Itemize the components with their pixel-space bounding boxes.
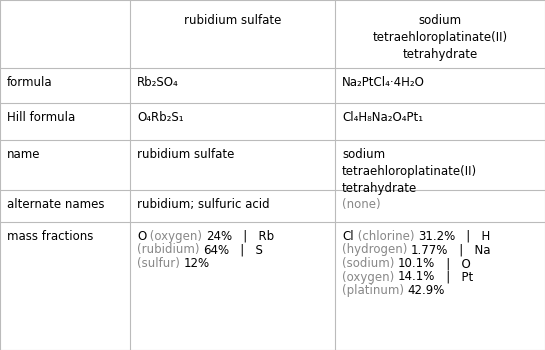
Text: |   O: | O [435,257,471,270]
Text: sodium
tetraehloroplatinate(II)
tetrahydrate: sodium tetraehloroplatinate(II) tetrahyd… [372,14,507,61]
Text: |   H: | H [455,230,490,243]
Text: (rubidium): (rubidium) [137,244,203,257]
Text: 64%: 64% [203,244,229,257]
Text: 10.1%: 10.1% [398,257,435,270]
Text: |   Pt: | Pt [435,271,474,284]
Text: formula: formula [7,76,53,89]
Text: 14.1%: 14.1% [398,271,435,284]
Text: |   S: | S [229,244,263,257]
Text: rubidium; sulfuric acid: rubidium; sulfuric acid [137,198,270,211]
Text: |   Rb: | Rb [232,230,274,243]
Text: Cl: Cl [342,230,354,243]
Text: 31.2%: 31.2% [418,230,455,243]
Text: (hydrogen): (hydrogen) [342,244,411,257]
Text: (sodium): (sodium) [342,257,398,270]
Text: O₄Rb₂S₁: O₄Rb₂S₁ [137,111,184,124]
Text: 24%: 24% [206,230,232,243]
Text: alternate names: alternate names [7,198,105,211]
Text: 1.77%: 1.77% [411,244,449,257]
Text: (sulfur): (sulfur) [137,257,184,270]
Text: 42.9%: 42.9% [408,284,445,297]
Text: 12%: 12% [184,257,210,270]
Text: rubidium sulfate: rubidium sulfate [184,14,281,27]
Text: Rb₂SO₄: Rb₂SO₄ [137,76,179,89]
Text: (oxygen): (oxygen) [146,230,206,243]
Text: Na₂PtCl₄·4H₂O: Na₂PtCl₄·4H₂O [342,76,425,89]
Text: (oxygen): (oxygen) [342,271,398,284]
Text: (none): (none) [342,198,380,211]
Text: rubidium sulfate: rubidium sulfate [137,148,234,161]
Text: (chlorine): (chlorine) [354,230,418,243]
Text: O: O [137,230,146,243]
Text: Cl₄H₈Na₂O₄Pt₁: Cl₄H₈Na₂O₄Pt₁ [342,111,423,124]
Text: Hill formula: Hill formula [7,111,75,124]
Text: name: name [7,148,40,161]
Text: mass fractions: mass fractions [7,230,93,243]
Text: sodium
tetraehloroplatinate(II)
tetrahydrate: sodium tetraehloroplatinate(II) tetrahyd… [342,148,477,195]
Text: |   Na: | Na [449,244,491,257]
Text: (platinum): (platinum) [342,284,408,297]
